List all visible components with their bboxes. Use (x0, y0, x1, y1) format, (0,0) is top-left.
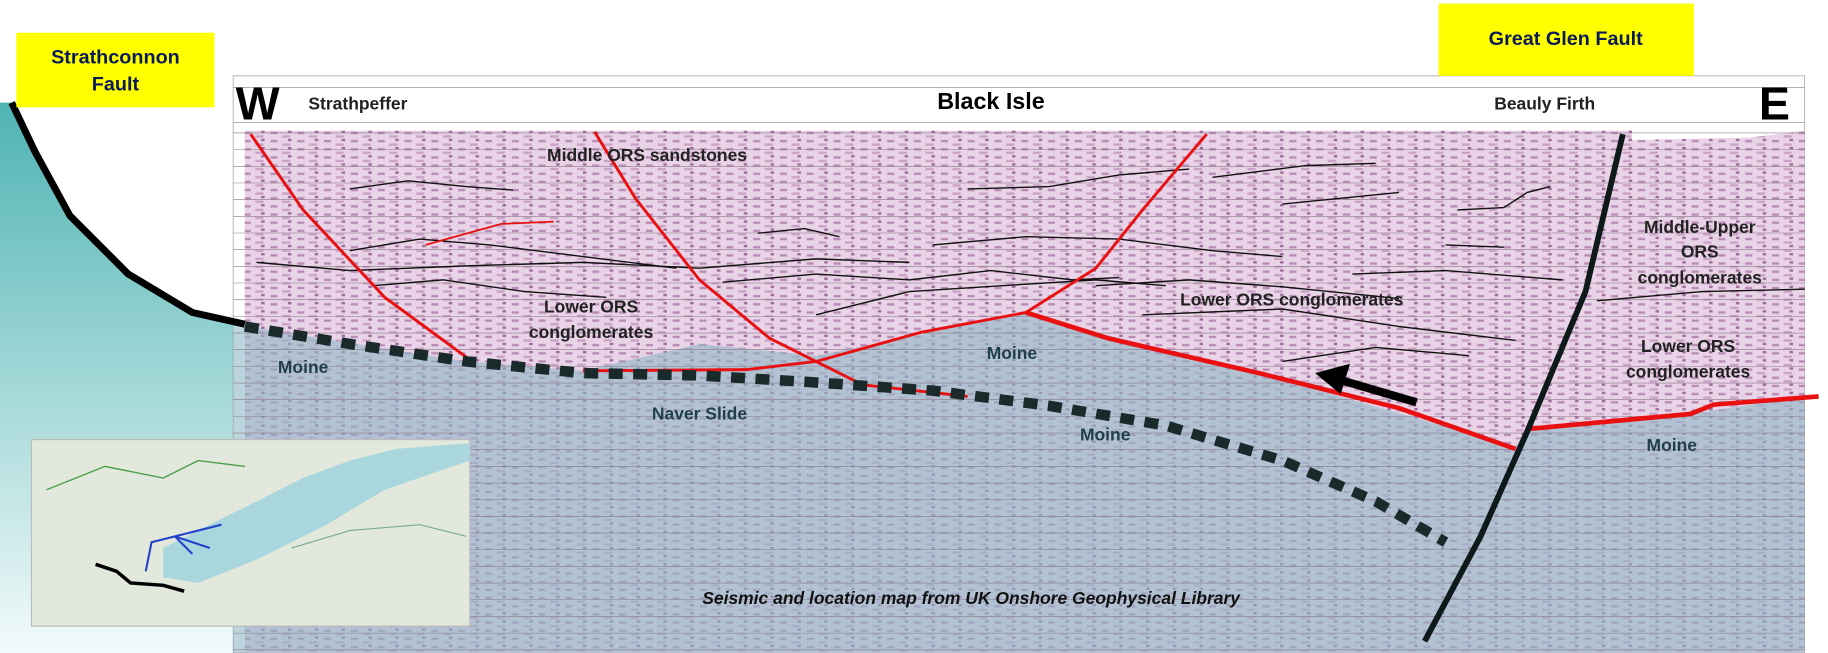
direction-label: E (1759, 78, 1790, 130)
direction-label: W (236, 78, 280, 130)
unit-label: Middle ORS sandstones (547, 145, 747, 165)
callout-label: Strathconnon (51, 47, 180, 69)
unit-label: Lower ORS conglomerates (1180, 289, 1403, 309)
unit-label: ORS (1681, 242, 1719, 262)
unit-label: Naver Slide (652, 404, 747, 424)
unit-label: Lower ORS (1641, 336, 1735, 356)
unit-label: Moine (1080, 425, 1131, 445)
unit-label: Middle-Upper (1644, 217, 1756, 237)
place-label: Black Isle (937, 88, 1045, 114)
callout-label: Fault (92, 73, 140, 95)
unit-label: conglomerates (529, 322, 653, 342)
credit: Seismic and location map from UK Onshore… (702, 588, 1241, 608)
place-label: Strathpeffer (308, 94, 407, 114)
unit-label: conglomerates (1626, 362, 1750, 382)
unit-label: Moine (1647, 435, 1698, 455)
unit-label: Moine (278, 357, 329, 377)
place-label: Beauly Firth (1494, 94, 1595, 114)
location-map (31, 440, 469, 627)
unit-label: conglomerates (1638, 267, 1762, 287)
unit-label: Lower ORS (544, 296, 638, 316)
page: Strathconnon Fault Great Glen Fault W E … (0, 0, 1828, 653)
callout-box (16, 33, 214, 108)
unit-label: Moine (987, 343, 1038, 363)
callout-label: Great Glen Fault (1489, 28, 1643, 50)
